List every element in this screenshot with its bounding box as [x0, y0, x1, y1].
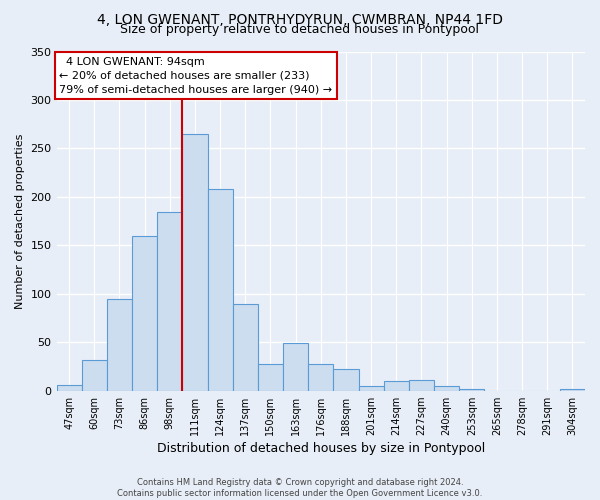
Bar: [409, 380, 434, 390]
Bar: [157, 212, 182, 390]
Bar: [560, 389, 585, 390]
Bar: [233, 304, 258, 390]
X-axis label: Distribution of detached houses by size in Pontypool: Distribution of detached houses by size …: [157, 442, 485, 455]
Bar: [359, 386, 383, 390]
Bar: [82, 360, 107, 390]
Bar: [283, 343, 308, 390]
Text: 4 LON GWENANT: 94sqm  
← 20% of detached houses are smaller (233)
79% of semi-de: 4 LON GWENANT: 94sqm ← 20% of detached h…: [59, 56, 332, 94]
Bar: [434, 386, 459, 390]
Bar: [107, 298, 132, 390]
Text: 4, LON GWENANT, PONTRHYDYRUN, CWMBRAN, NP44 1FD: 4, LON GWENANT, PONTRHYDYRUN, CWMBRAN, N…: [97, 12, 503, 26]
Bar: [132, 236, 157, 390]
Bar: [383, 381, 409, 390]
Bar: [182, 134, 208, 390]
Bar: [459, 389, 484, 390]
Text: Size of property relative to detached houses in Pontypool: Size of property relative to detached ho…: [121, 22, 479, 36]
Y-axis label: Number of detached properties: Number of detached properties: [15, 134, 25, 309]
Bar: [334, 370, 359, 390]
Text: Contains HM Land Registry data © Crown copyright and database right 2024.
Contai: Contains HM Land Registry data © Crown c…: [118, 478, 482, 498]
Bar: [308, 364, 334, 390]
Bar: [56, 385, 82, 390]
Bar: [258, 364, 283, 390]
Bar: [208, 189, 233, 390]
